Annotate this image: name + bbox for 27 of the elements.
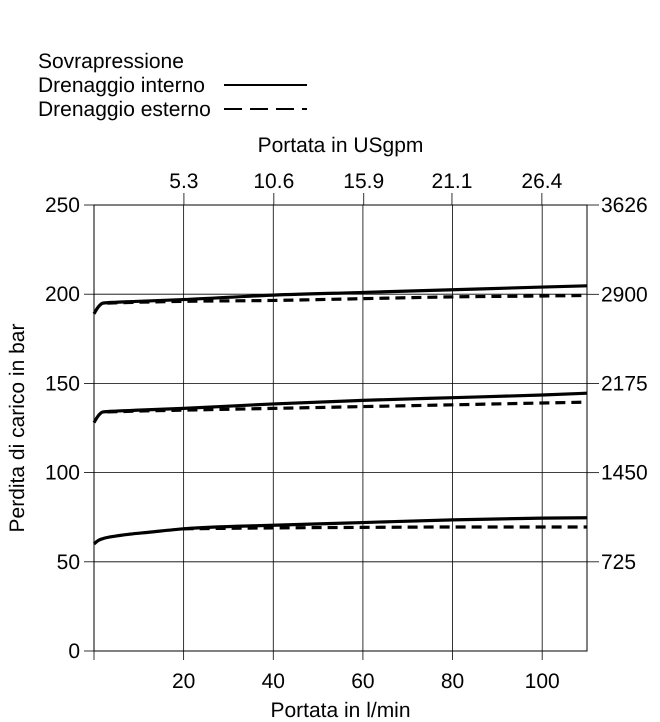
y2-tick-label: 1450 (601, 462, 648, 485)
y-tick-label: 100 (44, 462, 80, 485)
x-axis-title: Portata in l/min (270, 699, 411, 722)
x-tick-label: 60 (351, 670, 375, 693)
y-tick-label: 50 (56, 550, 80, 574)
x-tick-label: 100 (524, 670, 560, 693)
y-axis-title: Perdita di carico in bar (6, 324, 29, 532)
x2-axis-title: Portata in USgpm (258, 134, 424, 157)
legend-label: Drenaggio interno (38, 74, 205, 97)
y-tick-label: 200 (44, 283, 80, 306)
legend-title: Sovrapressione (38, 50, 184, 73)
y2-tick-label: 725 (601, 550, 636, 574)
x-tick-label: 80 (440, 670, 464, 693)
x2-tick-label: 26.4 (521, 170, 563, 193)
y-tick-label: 0 (68, 640, 80, 663)
y2-tick-label: 2900 (601, 283, 648, 306)
x2-tick-label: 5.3 (169, 170, 199, 193)
x2-tick-label: 15.9 (343, 170, 384, 193)
x2-tick-label: 10.6 (253, 170, 294, 193)
y-tick-label: 150 (44, 372, 80, 396)
y2-tick-label: 2175 (601, 372, 648, 396)
x2-tick-label: 21.1 (432, 170, 472, 193)
legend-label: Drenaggio esterno (38, 98, 211, 121)
x-tick-label: 20 (172, 670, 196, 693)
x-tick-label: 40 (262, 670, 285, 693)
y-tick-label: 250 (44, 194, 80, 217)
y2-tick-label: 3626 (601, 194, 648, 217)
